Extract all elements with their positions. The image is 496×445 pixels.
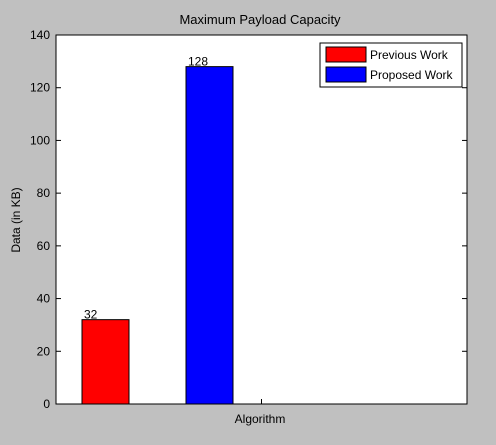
bar-previous-work xyxy=(81,319,130,405)
y-axis-label: Data (in KB) xyxy=(9,187,23,252)
bar-data-label: 32 xyxy=(84,308,98,322)
legend-swatch xyxy=(325,66,367,83)
y-tick-label: 80 xyxy=(37,186,51,200)
chart-title: Maximum Payload Capacity xyxy=(179,12,341,27)
y-tick-label: 140 xyxy=(30,28,50,42)
x-axis-label: Algorithm xyxy=(235,412,286,426)
y-tick-label: 0 xyxy=(43,397,50,411)
bars-group: 32 128 xyxy=(81,55,234,405)
bar-data-label: 128 xyxy=(188,55,208,69)
legend: Previous Work Proposed Work xyxy=(319,42,463,88)
bar-proposed-work xyxy=(185,66,234,405)
legend-swatch xyxy=(325,46,367,63)
legend-label: Proposed Work xyxy=(370,68,453,82)
y-tick-label: 40 xyxy=(37,292,51,306)
y-tick-label: 60 xyxy=(37,239,51,253)
y-tick-label: 20 xyxy=(37,344,51,358)
y-tick-label: 120 xyxy=(30,81,50,95)
y-axis: 0 20 40 60 80 100 120 140 xyxy=(30,28,467,411)
y-tick-label: 100 xyxy=(30,133,50,147)
legend-label: Previous Work xyxy=(370,48,449,62)
